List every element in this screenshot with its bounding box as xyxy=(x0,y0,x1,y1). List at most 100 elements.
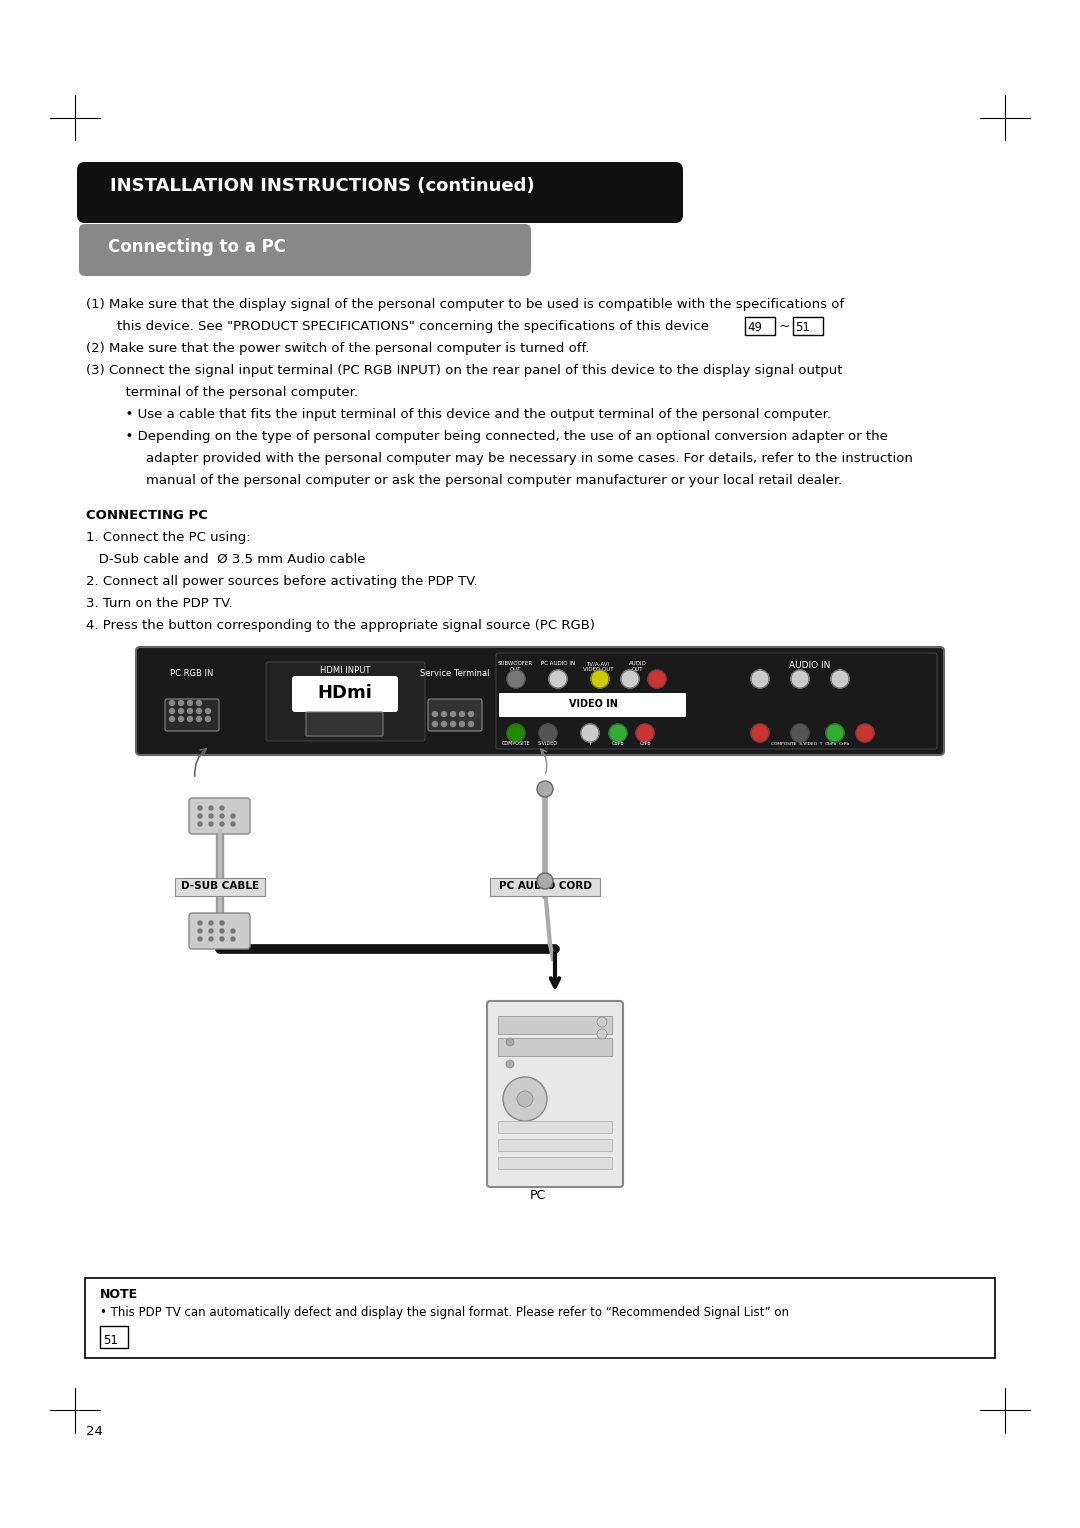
Circle shape xyxy=(198,937,202,941)
Circle shape xyxy=(621,669,639,688)
Circle shape xyxy=(459,712,464,717)
Circle shape xyxy=(220,921,224,924)
Text: CrPb: CrPb xyxy=(639,741,651,746)
Text: NOTE: NOTE xyxy=(100,1288,138,1300)
Circle shape xyxy=(442,712,446,717)
Circle shape xyxy=(507,724,525,743)
Text: CONNECTING PC: CONNECTING PC xyxy=(86,509,207,523)
Circle shape xyxy=(826,724,843,743)
Text: SUBWOOFER
OUT: SUBWOOFER OUT xyxy=(498,662,532,672)
Text: (3) Connect the signal input terminal (PC RGB INPUT) on the rear panel of this d: (3) Connect the signal input terminal (P… xyxy=(86,364,842,377)
Text: D-Sub cable and  Ø 3.5 mm Audio cable: D-Sub cable and Ø 3.5 mm Audio cable xyxy=(86,553,365,565)
FancyBboxPatch shape xyxy=(77,162,683,223)
Circle shape xyxy=(539,724,557,743)
Circle shape xyxy=(537,781,553,798)
Circle shape xyxy=(205,717,211,721)
Text: COMPOSITE  S-VIDEO  Y  CbPb  CrPb: COMPOSITE S-VIDEO Y CbPb CrPb xyxy=(771,743,849,746)
Text: TV/A-AV/
VIDEO OUT: TV/A-AV/ VIDEO OUT xyxy=(583,662,613,672)
Circle shape xyxy=(432,721,437,726)
Text: PC AUDIO IN: PC AUDIO IN xyxy=(541,662,575,666)
Circle shape xyxy=(210,921,213,924)
Circle shape xyxy=(597,1028,607,1039)
Text: 4. Press the button corresponding to the appropriate signal source (PC RGB): 4. Press the button corresponding to the… xyxy=(86,619,595,633)
Text: COMPOSITE: COMPOSITE xyxy=(501,741,530,746)
Circle shape xyxy=(751,724,769,743)
Text: AUDIO IN: AUDIO IN xyxy=(789,662,831,669)
Circle shape xyxy=(450,712,456,717)
Text: VIDEO IN: VIDEO IN xyxy=(568,698,618,709)
Text: PC: PC xyxy=(530,1189,546,1203)
Circle shape xyxy=(210,937,213,941)
Circle shape xyxy=(469,712,473,717)
Text: INSTALLATION INSTRUCTIONS (continued): INSTALLATION INSTRUCTIONS (continued) xyxy=(110,177,535,196)
Bar xyxy=(498,1157,612,1169)
Text: PC RGB IN: PC RGB IN xyxy=(171,669,214,678)
Circle shape xyxy=(581,724,599,743)
Bar xyxy=(100,1326,129,1348)
Bar xyxy=(175,879,265,895)
Circle shape xyxy=(831,669,849,688)
Circle shape xyxy=(231,814,235,817)
Circle shape xyxy=(791,669,809,688)
Text: manual of the personal computer or ask the personal computer manufacturer or you: manual of the personal computer or ask t… xyxy=(112,474,842,487)
Circle shape xyxy=(198,805,202,810)
FancyBboxPatch shape xyxy=(306,712,383,736)
Text: 51: 51 xyxy=(103,1334,118,1348)
Circle shape xyxy=(751,669,769,688)
Text: Service Terminal: Service Terminal xyxy=(420,669,489,678)
Bar xyxy=(498,1122,612,1132)
Bar xyxy=(498,1138,612,1151)
Circle shape xyxy=(507,669,525,688)
Circle shape xyxy=(517,1091,534,1106)
Text: (2) Make sure that the power switch of the personal computer is turned off.: (2) Make sure that the power switch of t… xyxy=(86,342,590,354)
Text: • This PDP TV can automatically defect and display the signal format. Please ref: • This PDP TV can automatically defect a… xyxy=(100,1306,789,1319)
Text: CbPb: CbPb xyxy=(611,741,624,746)
Circle shape xyxy=(178,717,184,721)
Circle shape xyxy=(469,721,473,726)
Circle shape xyxy=(197,717,202,721)
Text: 49: 49 xyxy=(747,321,762,335)
Circle shape xyxy=(170,717,175,721)
FancyBboxPatch shape xyxy=(428,698,482,730)
Bar xyxy=(85,1277,995,1358)
Bar xyxy=(745,316,775,335)
Circle shape xyxy=(198,929,202,934)
FancyBboxPatch shape xyxy=(266,662,426,741)
Text: 1. Connect the PC using:: 1. Connect the PC using: xyxy=(86,532,251,544)
Circle shape xyxy=(220,814,224,817)
Text: terminal of the personal computer.: terminal of the personal computer. xyxy=(100,387,357,399)
Circle shape xyxy=(210,929,213,934)
Circle shape xyxy=(231,937,235,941)
Text: S-VIDEO: S-VIDEO xyxy=(538,741,558,746)
Circle shape xyxy=(609,724,627,743)
Circle shape xyxy=(178,700,184,706)
Text: 3. Turn on the PDP TV.: 3. Turn on the PDP TV. xyxy=(86,597,232,610)
Circle shape xyxy=(178,709,184,714)
Circle shape xyxy=(648,669,666,688)
Text: this device. See "PRODUCT SPECIFICATIONS" concerning the specifications of this : this device. See "PRODUCT SPECIFICATIONS… xyxy=(100,319,708,333)
FancyBboxPatch shape xyxy=(136,646,944,755)
FancyBboxPatch shape xyxy=(165,698,219,730)
Text: HDMI INPUT: HDMI INPUT xyxy=(320,666,370,675)
Circle shape xyxy=(220,929,224,934)
Bar xyxy=(793,316,823,335)
Circle shape xyxy=(220,822,224,827)
Text: Connecting to a PC: Connecting to a PC xyxy=(108,238,286,257)
Circle shape xyxy=(636,724,654,743)
Text: PC AUDIO CORD: PC AUDIO CORD xyxy=(499,882,592,891)
Circle shape xyxy=(507,1060,514,1068)
Circle shape xyxy=(597,1018,607,1027)
Bar xyxy=(498,1038,612,1056)
FancyBboxPatch shape xyxy=(496,652,937,749)
Text: (1) Make sure that the display signal of the personal computer to be used is com: (1) Make sure that the display signal of… xyxy=(86,298,845,312)
Text: • Depending on the type of personal computer being connected, the use of an opti: • Depending on the type of personal comp… xyxy=(100,429,888,443)
Circle shape xyxy=(170,709,175,714)
Circle shape xyxy=(220,805,224,810)
Text: adapter provided with the personal computer may be necessary in some cases. For : adapter provided with the personal compu… xyxy=(112,452,913,465)
Circle shape xyxy=(198,921,202,924)
Circle shape xyxy=(507,1038,514,1047)
Text: • Use a cable that fits the input terminal of this device and the output termina: • Use a cable that fits the input termin… xyxy=(100,408,831,422)
Circle shape xyxy=(197,709,202,714)
Text: AUDIO
OUT: AUDIO OUT xyxy=(629,662,647,672)
Text: 2. Connect all power sources before activating the PDP TV.: 2. Connect all power sources before acti… xyxy=(86,575,477,588)
